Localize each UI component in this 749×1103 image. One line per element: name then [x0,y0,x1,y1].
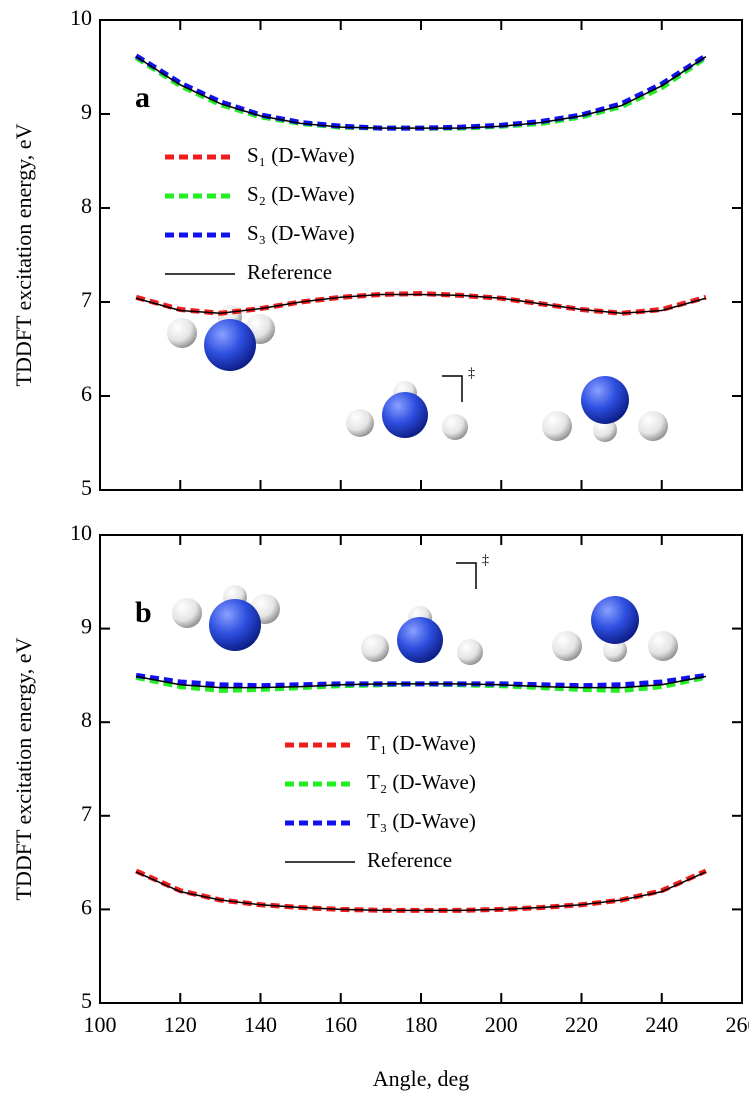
y-tick-label: 10 [70,520,92,545]
x-tick-label: 100 [84,1012,117,1037]
series-line [134,53,708,131]
legend-label: Reference [247,260,332,284]
nitrogen-atom [591,596,639,644]
nitrogen-atom [581,376,629,424]
hydrogen-atom [552,631,582,661]
x-tick-label: 260 [726,1012,749,1037]
x-tick-label: 160 [324,1012,357,1037]
ts-bracket [442,375,463,402]
hydrogen-atom [457,639,483,665]
y-tick-label: 8 [81,707,92,732]
annotation: ‡ [468,366,475,381]
y-tick-label: 9 [81,99,92,124]
y-tick-label: 6 [81,381,92,406]
molecule [361,606,483,665]
y-axis-title: TDDFT excitation energy, eV [11,123,36,386]
series-line [135,675,707,689]
legend-label: Reference [367,848,452,872]
y-axis-title: TDDFT excitation energy, eV [11,637,36,900]
y-tick-label: 5 [81,475,92,500]
molecule [346,381,468,440]
x-tick-label: 200 [485,1012,518,1037]
panel-label: b [135,596,152,629]
x-axis-title: Angle, deg [373,1066,470,1091]
y-tick-label: 7 [81,801,92,826]
x-tick-label: 120 [164,1012,197,1037]
y-tick-label: 5 [81,988,92,1013]
legend-label: T₁ (D-Wave) [367,731,476,755]
series-line [135,871,707,912]
hydrogen-atom [172,598,202,628]
legend-label: S₁ (D-Wave) [247,143,355,167]
series-line [135,56,707,129]
nitrogen-atom [204,319,256,371]
molecule [542,376,668,442]
hydrogen-atom [167,318,197,348]
molecule [167,305,275,371]
y-tick-label: 6 [81,894,92,919]
hydrogen-atom [542,411,572,441]
molecule [552,596,678,662]
x-tick-label: 220 [565,1012,598,1037]
y-tick-label: 9 [81,614,92,639]
hydrogen-atom [361,634,389,662]
series-line [135,293,707,315]
nitrogen-atom [382,392,428,438]
legend-label: T₂ (D-Wave) [367,770,476,794]
hydrogen-atom [638,411,668,441]
hydrogen-atom [442,414,468,440]
x-tick-label: 140 [244,1012,277,1037]
y-tick-label: 10 [70,5,92,30]
hydrogen-atom [648,631,678,661]
hydrogen-atom [593,418,617,442]
x-tick-label: 180 [405,1012,438,1037]
legend-label: T₃ (D-Wave) [367,809,476,833]
ts-bracket [456,562,477,589]
legend-label: S₂ (D-Wave) [247,182,355,206]
annotation: ‡ [482,553,489,568]
hydrogen-atom [603,638,627,662]
molecule [172,585,280,651]
x-tick-label: 240 [645,1012,678,1037]
nitrogen-atom [397,617,443,663]
panel-label: a [135,81,150,114]
legend-label: S₃ (D-Wave) [247,221,355,245]
hydrogen-atom [346,409,374,437]
series-line [135,868,707,913]
nitrogen-atom [209,599,261,651]
series-line [134,55,708,131]
y-tick-label: 8 [81,193,92,218]
y-tick-label: 7 [81,287,92,312]
